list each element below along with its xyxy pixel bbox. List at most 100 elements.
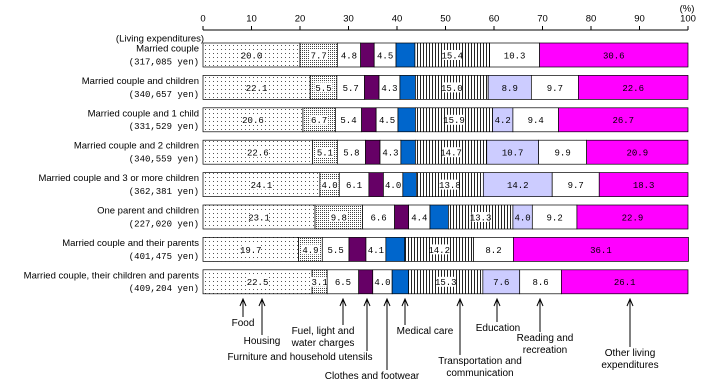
- bar-segment: [360, 42, 375, 68]
- value-label: 5.7: [343, 84, 359, 94]
- label-bg: [513, 212, 532, 222]
- value-label: 6.6: [370, 213, 386, 223]
- value-label: 22.5: [247, 278, 269, 288]
- bar-segment: [397, 107, 416, 133]
- value-label: 15.0: [441, 84, 463, 94]
- label-bg: [248, 147, 267, 158]
- unit-label: (%): [680, 4, 695, 15]
- label-bg: [484, 244, 503, 255]
- label-bg: [309, 50, 328, 60]
- bar-segment: [365, 139, 381, 165]
- value-label: 26.7: [612, 116, 634, 126]
- value-label: 30.6: [603, 51, 625, 61]
- label-bg: [440, 179, 459, 190]
- label-bg: [310, 276, 329, 287]
- category-label: Married couple: [136, 44, 199, 55]
- value-label: 8.6: [532, 278, 548, 288]
- value-label: 18.3: [633, 181, 655, 191]
- label-bg: [376, 50, 395, 60]
- category-note: (227,020 yen): [129, 219, 199, 229]
- value-label: 9.8: [331, 213, 347, 223]
- arrow-head: [383, 297, 391, 307]
- value-label: 4.5: [377, 51, 393, 61]
- bar-segment: [364, 75, 380, 100]
- label-bg: [380, 82, 399, 93]
- bar-segment: [429, 204, 449, 230]
- label-bg: [320, 179, 339, 190]
- category-note: (340,559 yen): [129, 155, 199, 165]
- value-label: 14.2: [428, 246, 450, 256]
- value-label: 9.7: [547, 84, 563, 94]
- legend-label: Other living expenditures: [601, 348, 659, 371]
- value-label: 4.1: [368, 246, 384, 256]
- value-label: 5.1: [317, 149, 333, 159]
- label-bg: [623, 212, 642, 222]
- bar-segment: [302, 107, 336, 133]
- x-tick-label: 20: [295, 14, 306, 25]
- label-bg: [442, 147, 461, 158]
- value-label: 15.3: [435, 278, 457, 288]
- label-bg: [436, 276, 455, 287]
- value-label: 6.5: [335, 278, 351, 288]
- label-bg: [339, 50, 358, 60]
- value-label: 5.5: [328, 246, 344, 256]
- value-label: 8.9: [502, 84, 518, 94]
- label-bg: [503, 147, 522, 158]
- legend-label: Furniture and household utensils: [227, 352, 373, 363]
- bar-segment: [391, 269, 409, 295]
- label-bg: [345, 179, 364, 190]
- label-bg: [378, 114, 397, 125]
- label-bg: [369, 212, 388, 222]
- legend-label: Housing: [243, 336, 281, 347]
- arrow-head: [456, 297, 464, 307]
- category-header: (Living expenditures): [116, 34, 204, 45]
- label-bg: [314, 82, 333, 93]
- bar-segment: [368, 172, 384, 197]
- label-bg: [366, 244, 385, 255]
- label-bg: [591, 244, 610, 255]
- bar-segment: [348, 237, 367, 262]
- arrow-head: [239, 297, 247, 307]
- value-label: 15.9: [443, 116, 465, 126]
- bar-segment: [400, 139, 416, 165]
- value-label: 4.2: [495, 116, 511, 126]
- value-label: 7.7: [311, 51, 327, 61]
- label-bg: [634, 179, 653, 190]
- category-label: Married couple and 1 child: [88, 108, 199, 119]
- value-label: 20.9: [627, 149, 649, 159]
- arrow-head: [401, 297, 409, 307]
- legend-label: Fuel, light and water charges: [291, 326, 355, 349]
- legend-label: Transportation and communication: [438, 356, 522, 379]
- label-bg: [430, 244, 449, 255]
- label-bg: [241, 244, 260, 255]
- label-bg: [243, 114, 262, 125]
- category-note: (331,529 yen): [129, 122, 199, 132]
- legend-label: Reading and recreation: [516, 333, 574, 356]
- label-bg: [442, 82, 461, 93]
- label-bg: [326, 244, 345, 255]
- value-label: 10.7: [502, 149, 524, 159]
- label-bg: [341, 82, 360, 93]
- value-label: 4.0: [374, 278, 390, 288]
- label-bg: [500, 82, 519, 93]
- label-bg: [443, 50, 462, 60]
- label-bg: [444, 114, 463, 125]
- value-label: 7.6: [493, 278, 509, 288]
- label-bg: [342, 147, 361, 158]
- value-label: 23.1: [248, 213, 270, 223]
- value-label: 4.5: [379, 116, 395, 126]
- label-bg: [493, 114, 512, 125]
- x-tick-label: 80: [586, 14, 597, 25]
- category-label: Married couple and 2 children: [74, 141, 199, 152]
- label-bg: [526, 114, 545, 125]
- label-bg: [329, 212, 348, 222]
- label-bg: [492, 276, 511, 287]
- value-label: 24.1: [251, 181, 273, 191]
- category-note: (317,085 yen): [129, 57, 199, 67]
- value-label: 13.3: [470, 213, 492, 223]
- category-note: (401,475 yen): [129, 252, 199, 262]
- label-bg: [545, 212, 564, 222]
- label-bg: [604, 50, 623, 60]
